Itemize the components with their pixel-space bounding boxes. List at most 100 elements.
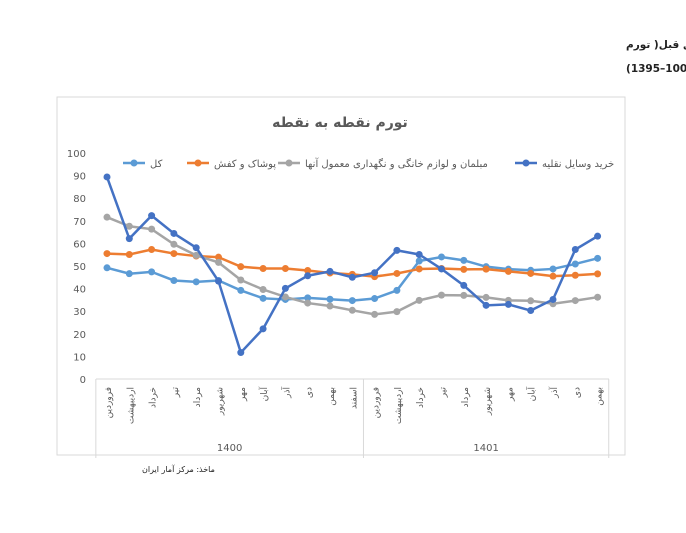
data-point [571,246,579,254]
x-tick-label: آذر [280,387,292,399]
data-point [549,272,557,280]
data-point [259,294,267,302]
x-tick-label: تیر [171,387,181,399]
data-point [326,267,334,275]
data-point [237,263,245,271]
legend-label: پوشاک و کفش [214,159,276,170]
data-point [504,300,512,308]
legend-label: مبلمان و لوازم خانگی و نگهداری معمول آنه… [305,157,488,170]
data-point [170,276,178,284]
chart-title: تورم نقطه به نقطه [272,115,408,131]
data-point [348,306,356,314]
caption-line: نقطه به نقطه خانوارهای کشور) (100–1395) [626,63,686,75]
data-point [192,244,200,252]
legend-marker [285,159,293,167]
data-point [415,257,423,265]
data-point [594,232,602,240]
data-point [304,272,312,280]
data-point [237,349,245,357]
data-point [571,260,579,268]
data-point [460,291,468,299]
data-point [549,265,557,273]
data-point [304,294,312,302]
data-point [482,293,490,301]
data-point [348,273,356,281]
y-tick-label: 90 [73,172,86,183]
x-tick-label: مهر [505,387,515,402]
data-point [393,286,401,294]
y-tick-label: 10 [73,352,86,363]
data-point [594,270,602,278]
data-point [460,265,468,273]
x-tick-label: مرداد [193,387,203,407]
data-point [125,235,133,243]
source: ماخذ: مرکز آمار ایران [142,464,215,474]
x-tick-label: آذر [548,387,560,399]
data-point [415,296,423,304]
data-point [259,264,267,272]
x-tick-label: مرداد [461,387,471,407]
data-point [482,265,490,273]
data-point [170,250,178,258]
data-point [281,284,289,292]
data-point [482,301,490,309]
y-tick-label: 20 [73,330,86,341]
data-point [393,269,401,277]
data-point [415,265,423,273]
data-point [504,267,512,275]
data-point [326,295,334,303]
x-tick-label: آبان [526,387,538,402]
x-tick-label: فروردین [372,387,382,418]
data-point [103,250,111,258]
data-point [571,297,579,305]
data-point [371,269,379,277]
data-point [348,297,356,305]
data-point [549,295,557,303]
data-point [527,297,535,305]
data-point [259,286,267,294]
data-point [415,250,423,258]
data-point [125,270,133,278]
data-point [281,264,289,272]
x-tick-label: بهمن [595,387,605,406]
x-tick-label: دی [305,387,315,398]
data-point [215,258,222,266]
x-tick-label: دی [572,387,582,398]
data-point [304,267,312,275]
data-point [438,265,445,273]
x-tick-label: شهریور [483,387,493,416]
data-point [281,293,289,301]
data-point [237,286,245,294]
y-tick-label: 50 [73,262,86,273]
data-point [215,253,222,261]
x-tick-label: اردیبهشت [394,387,404,424]
data-point [371,295,379,303]
data-point [170,229,178,237]
data-point [170,240,178,248]
data-point [460,256,468,264]
y-tick-label: 60 [73,239,86,250]
data-point [103,264,111,272]
x-tick-label: خرداد [416,387,426,408]
x-tick-label: اردیبهشت [126,387,136,424]
data-point [393,308,401,316]
data-point [148,246,156,254]
data-point [438,291,445,299]
data-point [371,310,379,318]
y-tick-label: 100 [67,149,86,160]
x-group-label: 1401 [473,443,498,454]
legend-marker [130,159,138,167]
data-point [125,250,133,258]
x-tick-label: آبان [258,387,270,402]
data-point [393,246,401,254]
y-tick-label: 40 [73,285,86,296]
x-group-label: 1400 [217,443,242,454]
data-point [571,271,579,279]
data-point [259,325,267,333]
data-point [148,225,156,233]
legend-marker [522,159,530,167]
legend-marker [194,159,202,167]
x-tick-label: فروردین [104,387,114,418]
legend-label: خرید وسایل نقلیه [542,159,614,170]
